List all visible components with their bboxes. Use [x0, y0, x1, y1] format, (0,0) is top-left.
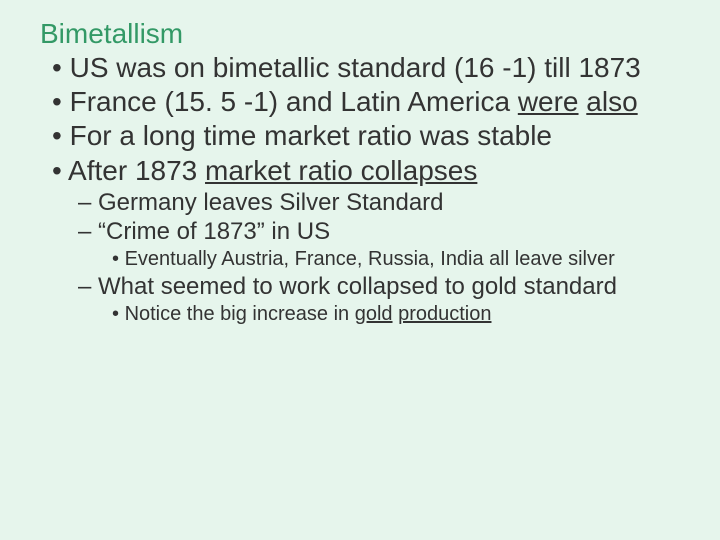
sub-bullet-item: Germany leaves Silver Standard	[40, 189, 680, 217]
bullet-item: US was on bimetallic standard (16 -1) ti…	[40, 52, 680, 84]
sub-bullet-item: “Crime of 1873” in US	[40, 218, 680, 246]
slide-title: Bimetallism	[40, 18, 680, 50]
sub-bullet-item: What seemed to work collapsed to gold st…	[40, 273, 680, 301]
bullet-item: France (15. 5 -1) and Latin America were…	[40, 86, 680, 118]
bullet-item: For a long time market ratio was stable	[40, 120, 680, 152]
bullet-item: After 1873 market ratio collapses	[40, 155, 680, 187]
sub-sub-bullet-item: Eventually Austria, France, Russia, Indi…	[40, 248, 680, 271]
sub-sub-bullet-item: Notice the big increase in gold producti…	[40, 303, 680, 326]
